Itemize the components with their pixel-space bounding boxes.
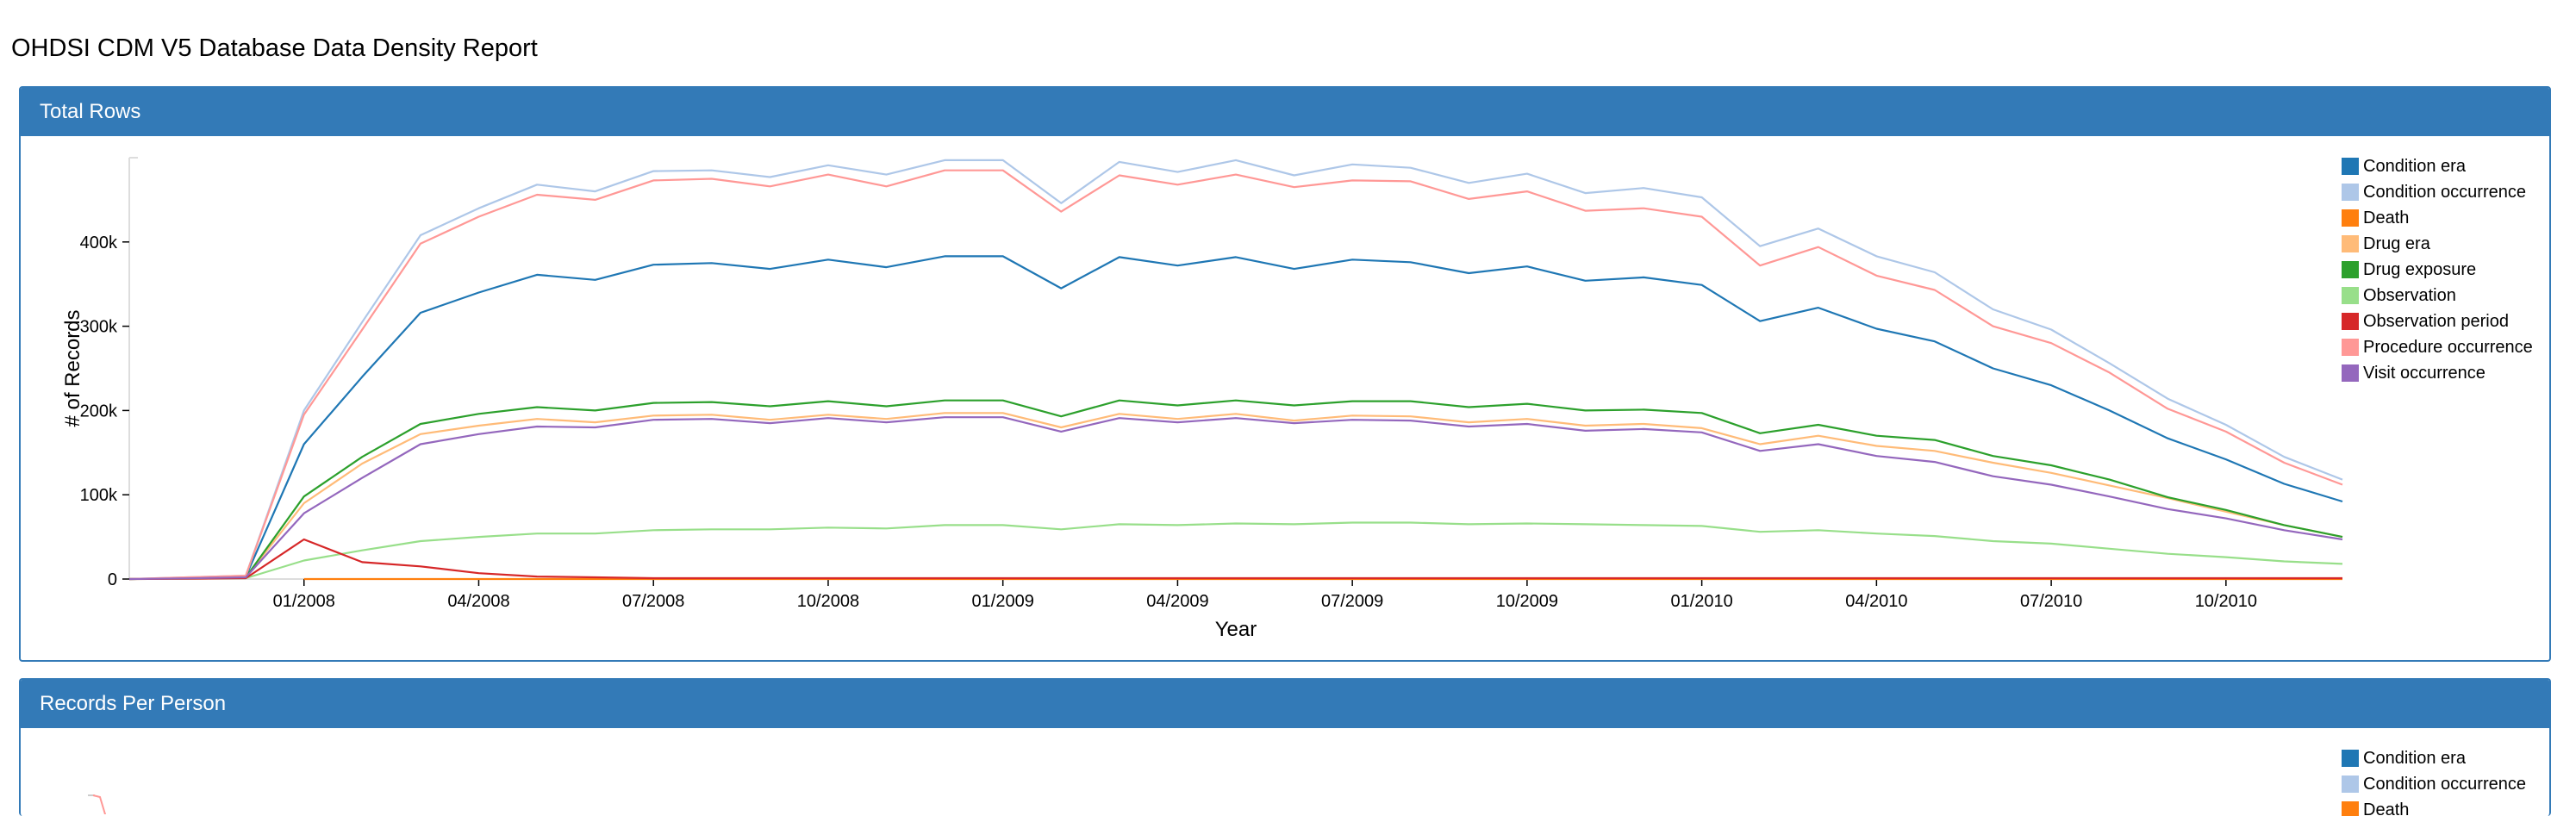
total-rows-legend: Condition era Condition occurrence Death Dr… xyxy=(2342,153,2533,386)
y-tick-label: 100k xyxy=(80,486,118,505)
legend-label: Observation xyxy=(2363,286,2456,306)
legend-swatch xyxy=(2342,776,2359,793)
legend-label: Condition era xyxy=(2363,157,2466,177)
y-tick-label: 400k xyxy=(80,234,118,252)
records-per-person-chart xyxy=(21,728,2549,814)
legend-label: Visit occurrence xyxy=(2363,364,2486,383)
legend-item-visit-occurrence[interactable]: Visit occurrence xyxy=(2342,360,2533,386)
legend-swatch xyxy=(2342,750,2359,767)
legend-label: Drug era xyxy=(2363,234,2430,254)
legend-swatch xyxy=(2342,364,2359,382)
series-line-observation-period xyxy=(129,539,2342,579)
legend-swatch xyxy=(2342,184,2359,201)
records-per-person-line-procedure xyxy=(93,795,115,814)
legend-swatch xyxy=(2342,339,2359,356)
x-axis-title: Year xyxy=(1215,618,1257,641)
legend-swatch xyxy=(2342,261,2359,278)
legend-item-condition-era[interactable]: Condition era xyxy=(2342,153,2533,179)
x-tick-label: 10/2009 xyxy=(1496,592,1558,611)
x-tick-label: 01/2009 xyxy=(972,592,1034,611)
legend-item-death[interactable]: Death xyxy=(2342,797,2526,816)
y-axis-title: # of Records xyxy=(61,309,84,427)
legend-item-condition-era[interactable]: Condition era xyxy=(2342,745,2526,771)
records-per-person-legend: Condition era Condition occurrence Death xyxy=(2342,745,2526,816)
series-line-condition-occurrence xyxy=(129,160,2342,579)
legend-label: Observation period xyxy=(2363,312,2509,332)
legend-label: Death xyxy=(2363,209,2409,228)
x-tick-label: 04/2008 xyxy=(447,592,509,611)
x-tick-label: 01/2010 xyxy=(1670,592,1732,611)
legend-swatch xyxy=(2342,235,2359,252)
legend-item-observation[interactable]: Observation xyxy=(2342,283,2533,308)
series-line-visit-occurrence xyxy=(129,417,2342,579)
legend-label: Condition occurrence xyxy=(2363,775,2526,794)
total-rows-panel: Total Rows 0 100k 200k 300k 400k 01/2008 04/20… xyxy=(19,86,2551,662)
x-tick-label: 10/2010 xyxy=(2195,592,2257,611)
y-tick-label: 0 xyxy=(108,570,117,589)
legend-swatch xyxy=(2342,158,2359,175)
x-tick-label: 04/2010 xyxy=(1845,592,1907,611)
y-tick-label: 200k xyxy=(80,402,118,420)
page-title: OHDSI CDM V5 Database Data Density Repor… xyxy=(11,34,538,63)
series-line-drug-exposure xyxy=(129,401,2342,579)
legend-label: Condition era xyxy=(2363,749,2466,769)
legend-item-condition-occurrence[interactable]: Condition occurrence xyxy=(2342,771,2526,797)
x-tick-label: 10/2008 xyxy=(797,592,859,611)
legend-label: Procedure occurrence xyxy=(2363,338,2533,358)
panel-heading-records-per-person: Records Per Person xyxy=(21,680,2549,728)
series-line-procedure-occurrence xyxy=(129,171,2342,579)
x-tick-label: 07/2009 xyxy=(1321,592,1383,611)
legend-item-condition-occurrence[interactable]: Condition occurrence xyxy=(2342,179,2533,205)
legend-swatch xyxy=(2342,313,2359,330)
legend-label: Death xyxy=(2363,800,2409,816)
panel-heading-total-rows: Total Rows xyxy=(21,88,2549,136)
x-tick-label: 01/2008 xyxy=(273,592,335,611)
legend-item-observation-period[interactable]: Observation period xyxy=(2342,308,2533,334)
y-tick-label: 300k xyxy=(80,318,118,337)
x-tick-label: 04/2009 xyxy=(1146,592,1208,611)
legend-swatch xyxy=(2342,209,2359,227)
total-rows-chart: 0 100k 200k 300k 400k 01/2008 04/2008 07/2008 10… xyxy=(21,136,2549,662)
legend-item-drug-era[interactable]: Drug era xyxy=(2342,231,2533,257)
legend-swatch xyxy=(2342,801,2359,816)
legend-swatch xyxy=(2342,287,2359,304)
legend-label: Drug exposure xyxy=(2363,260,2476,280)
x-tick-label: 07/2010 xyxy=(2020,592,2082,611)
x-tick-label: 07/2008 xyxy=(622,592,684,611)
legend-item-drug-exposure[interactable]: Drug exposure xyxy=(2342,257,2533,283)
legend-label: Condition occurrence xyxy=(2363,183,2526,202)
legend-item-procedure-occurrence[interactable]: Procedure occurrence xyxy=(2342,334,2533,360)
legend-item-death[interactable]: Death xyxy=(2342,205,2533,231)
